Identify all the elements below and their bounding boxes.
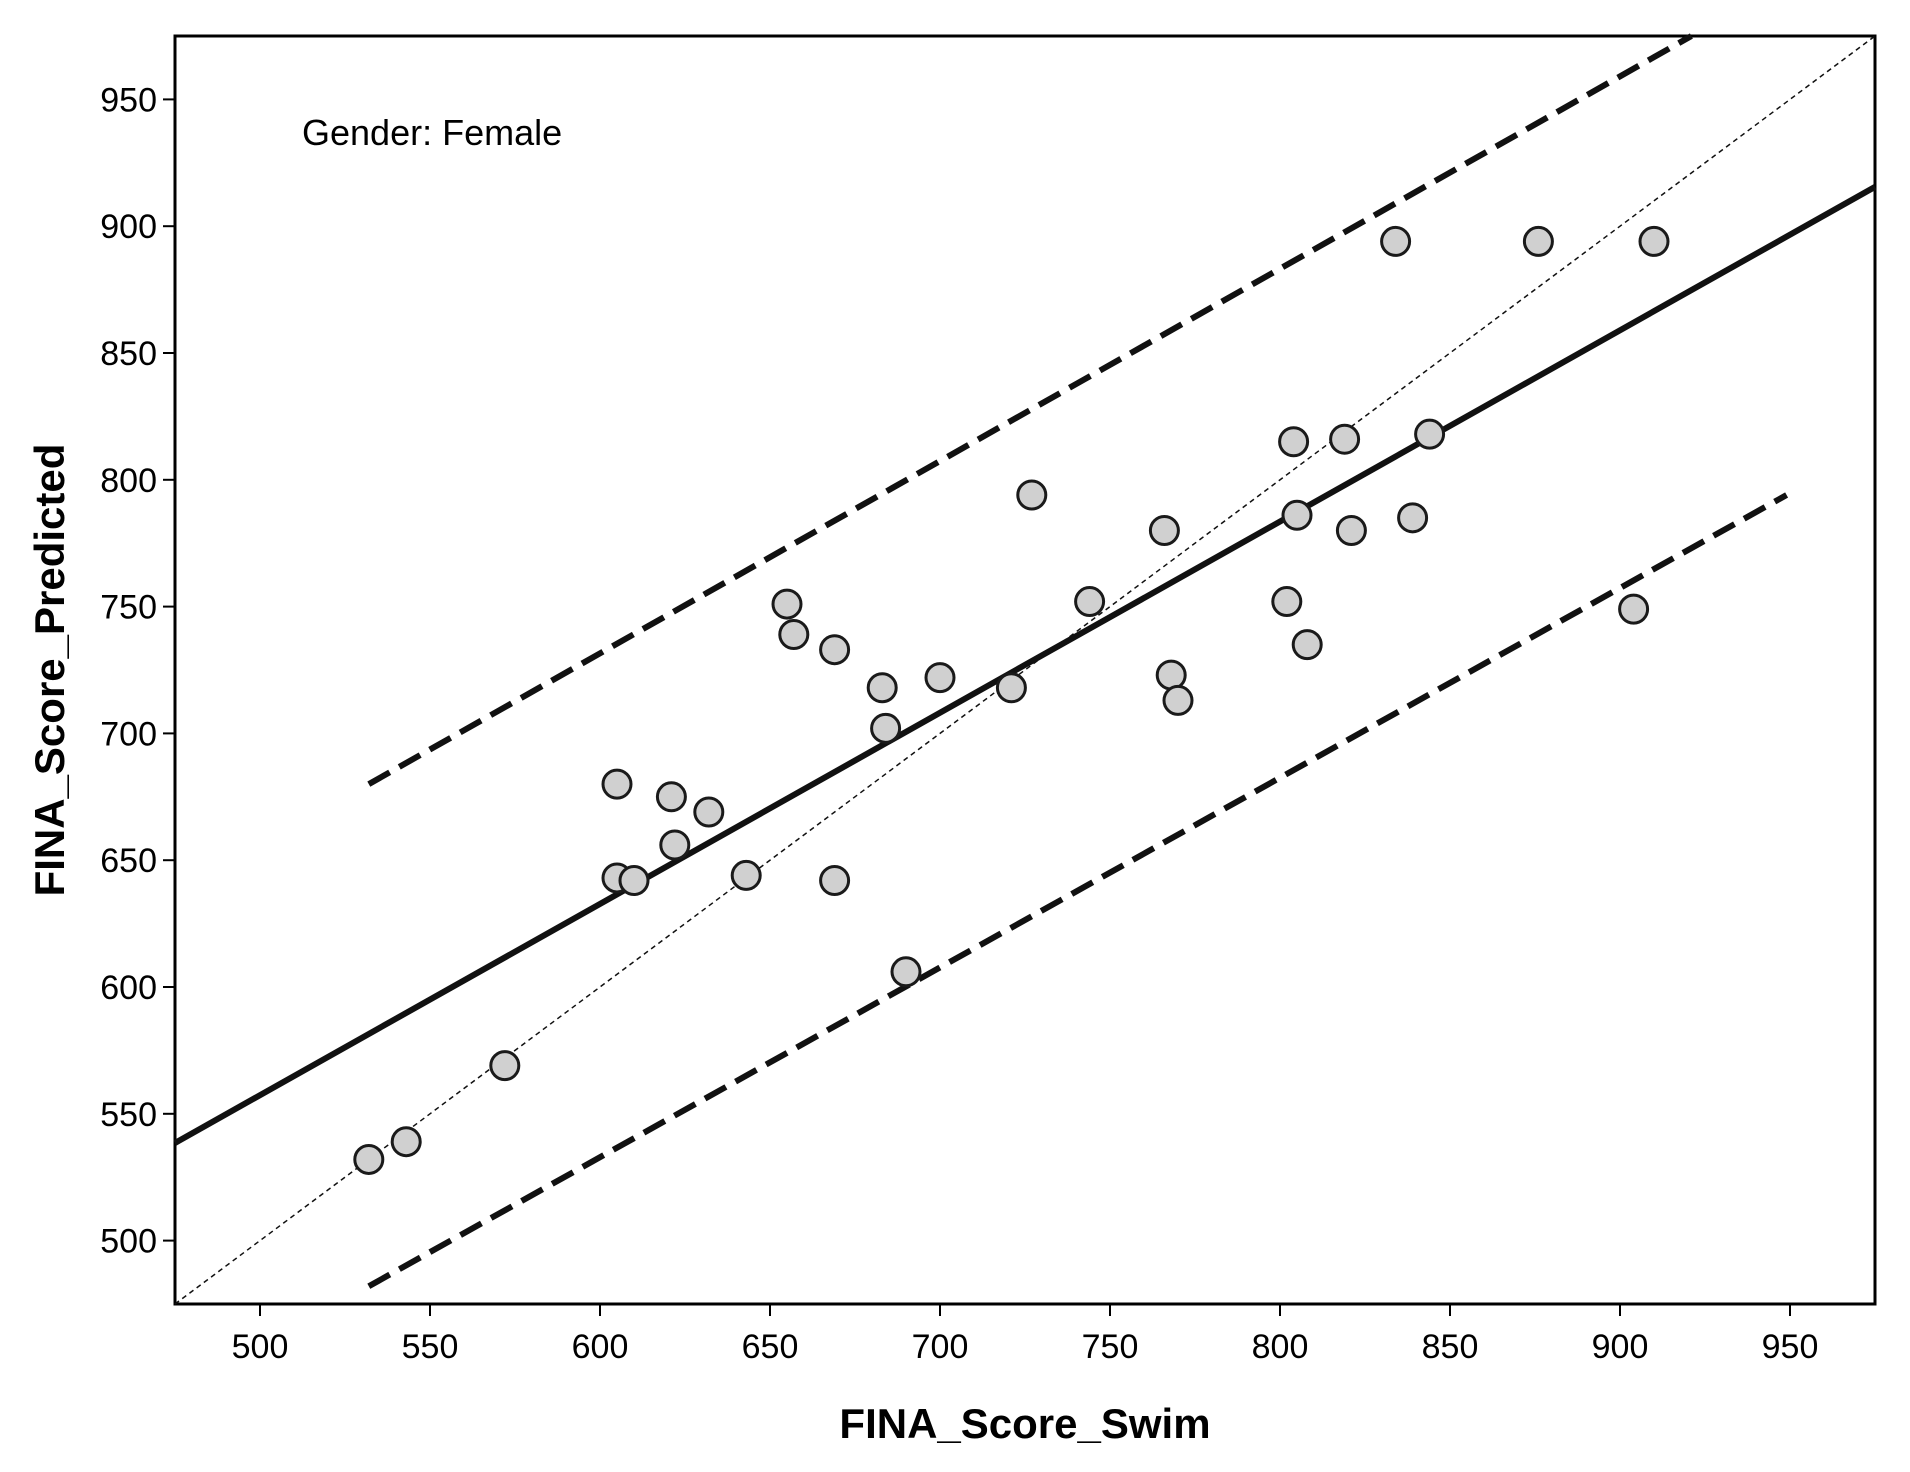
data-point — [1148, 515, 1180, 547]
identity-line — [174, 35, 1876, 1305]
regression-line — [173, 184, 1877, 1146]
data-point — [1278, 426, 1310, 458]
data-point — [1522, 225, 1554, 257]
data-point — [655, 781, 687, 813]
data-point — [489, 1050, 521, 1082]
plot-area-frame — [173, 34, 1877, 1306]
data-point — [601, 768, 633, 800]
data-point — [693, 796, 725, 828]
y-tick-label: 850 — [100, 335, 157, 373]
y-tick-label: 900 — [100, 208, 157, 246]
x-axis-title: FINA_Score_Swim — [839, 1400, 1210, 1447]
annotation-gender: Gender: Female — [302, 112, 562, 153]
data-point — [1291, 629, 1323, 661]
x-tick-label: 950 — [1762, 1328, 1819, 1366]
data-point — [730, 859, 762, 891]
data-point — [1155, 659, 1187, 691]
data-point — [1329, 423, 1361, 455]
x-tick-label: 750 — [1082, 1328, 1139, 1366]
data-point — [870, 712, 902, 744]
data-point — [390, 1126, 422, 1158]
y-tick-label: 550 — [100, 1096, 157, 1134]
y-axis-title: FINA_Score_Predicted — [26, 444, 73, 897]
data-point — [819, 864, 851, 896]
data-point — [659, 829, 691, 861]
reference-lines — [173, 33, 1877, 1305]
data-point — [771, 588, 803, 620]
y-tick-label: 950 — [100, 81, 157, 119]
data-point — [1281, 499, 1313, 531]
x-tick-label: 500 — [232, 1328, 289, 1366]
data-point — [778, 618, 810, 650]
data-point — [995, 672, 1027, 704]
data-point — [1335, 515, 1367, 547]
data-point — [1016, 479, 1048, 511]
data-point — [1380, 225, 1412, 257]
y-tick-label: 500 — [100, 1223, 157, 1261]
x-axis-ticks: 500 550 600 650 700 750 800 850 900 950 — [232, 1304, 1819, 1366]
y-tick-label: 650 — [100, 842, 157, 880]
data-point — [618, 864, 650, 896]
data-point — [1397, 502, 1429, 534]
data-point — [819, 634, 851, 666]
x-tick-label: 850 — [1422, 1328, 1479, 1366]
data-point — [353, 1143, 385, 1175]
y-axis-ticks: 500 550 600 650 700 750 800 850 900 950 — [100, 81, 175, 1261]
lower-bound-line — [367, 492, 1789, 1289]
data-point — [890, 956, 922, 988]
data-point — [1074, 586, 1106, 618]
data-point — [866, 672, 898, 704]
data-point — [924, 662, 956, 694]
x-tick-label: 550 — [402, 1328, 459, 1366]
x-tick-label: 700 — [912, 1328, 969, 1366]
x-tick-label: 900 — [1592, 1328, 1649, 1366]
y-tick-label: 700 — [100, 715, 157, 753]
x-tick-label: 800 — [1252, 1328, 1309, 1366]
data-point — [1162, 684, 1194, 716]
y-tick-label: 800 — [100, 462, 157, 500]
x-tick-label: 650 — [742, 1328, 799, 1366]
data-point — [1618, 593, 1650, 625]
upper-bound-line — [367, 33, 1693, 787]
data-point — [1414, 418, 1446, 450]
data-point — [1638, 225, 1670, 257]
y-tick-label: 750 — [100, 589, 157, 627]
data-point — [1271, 586, 1303, 618]
x-tick-label: 600 — [572, 1328, 629, 1366]
y-tick-label: 600 — [100, 969, 157, 1007]
data-points — [353, 225, 1670, 1175]
